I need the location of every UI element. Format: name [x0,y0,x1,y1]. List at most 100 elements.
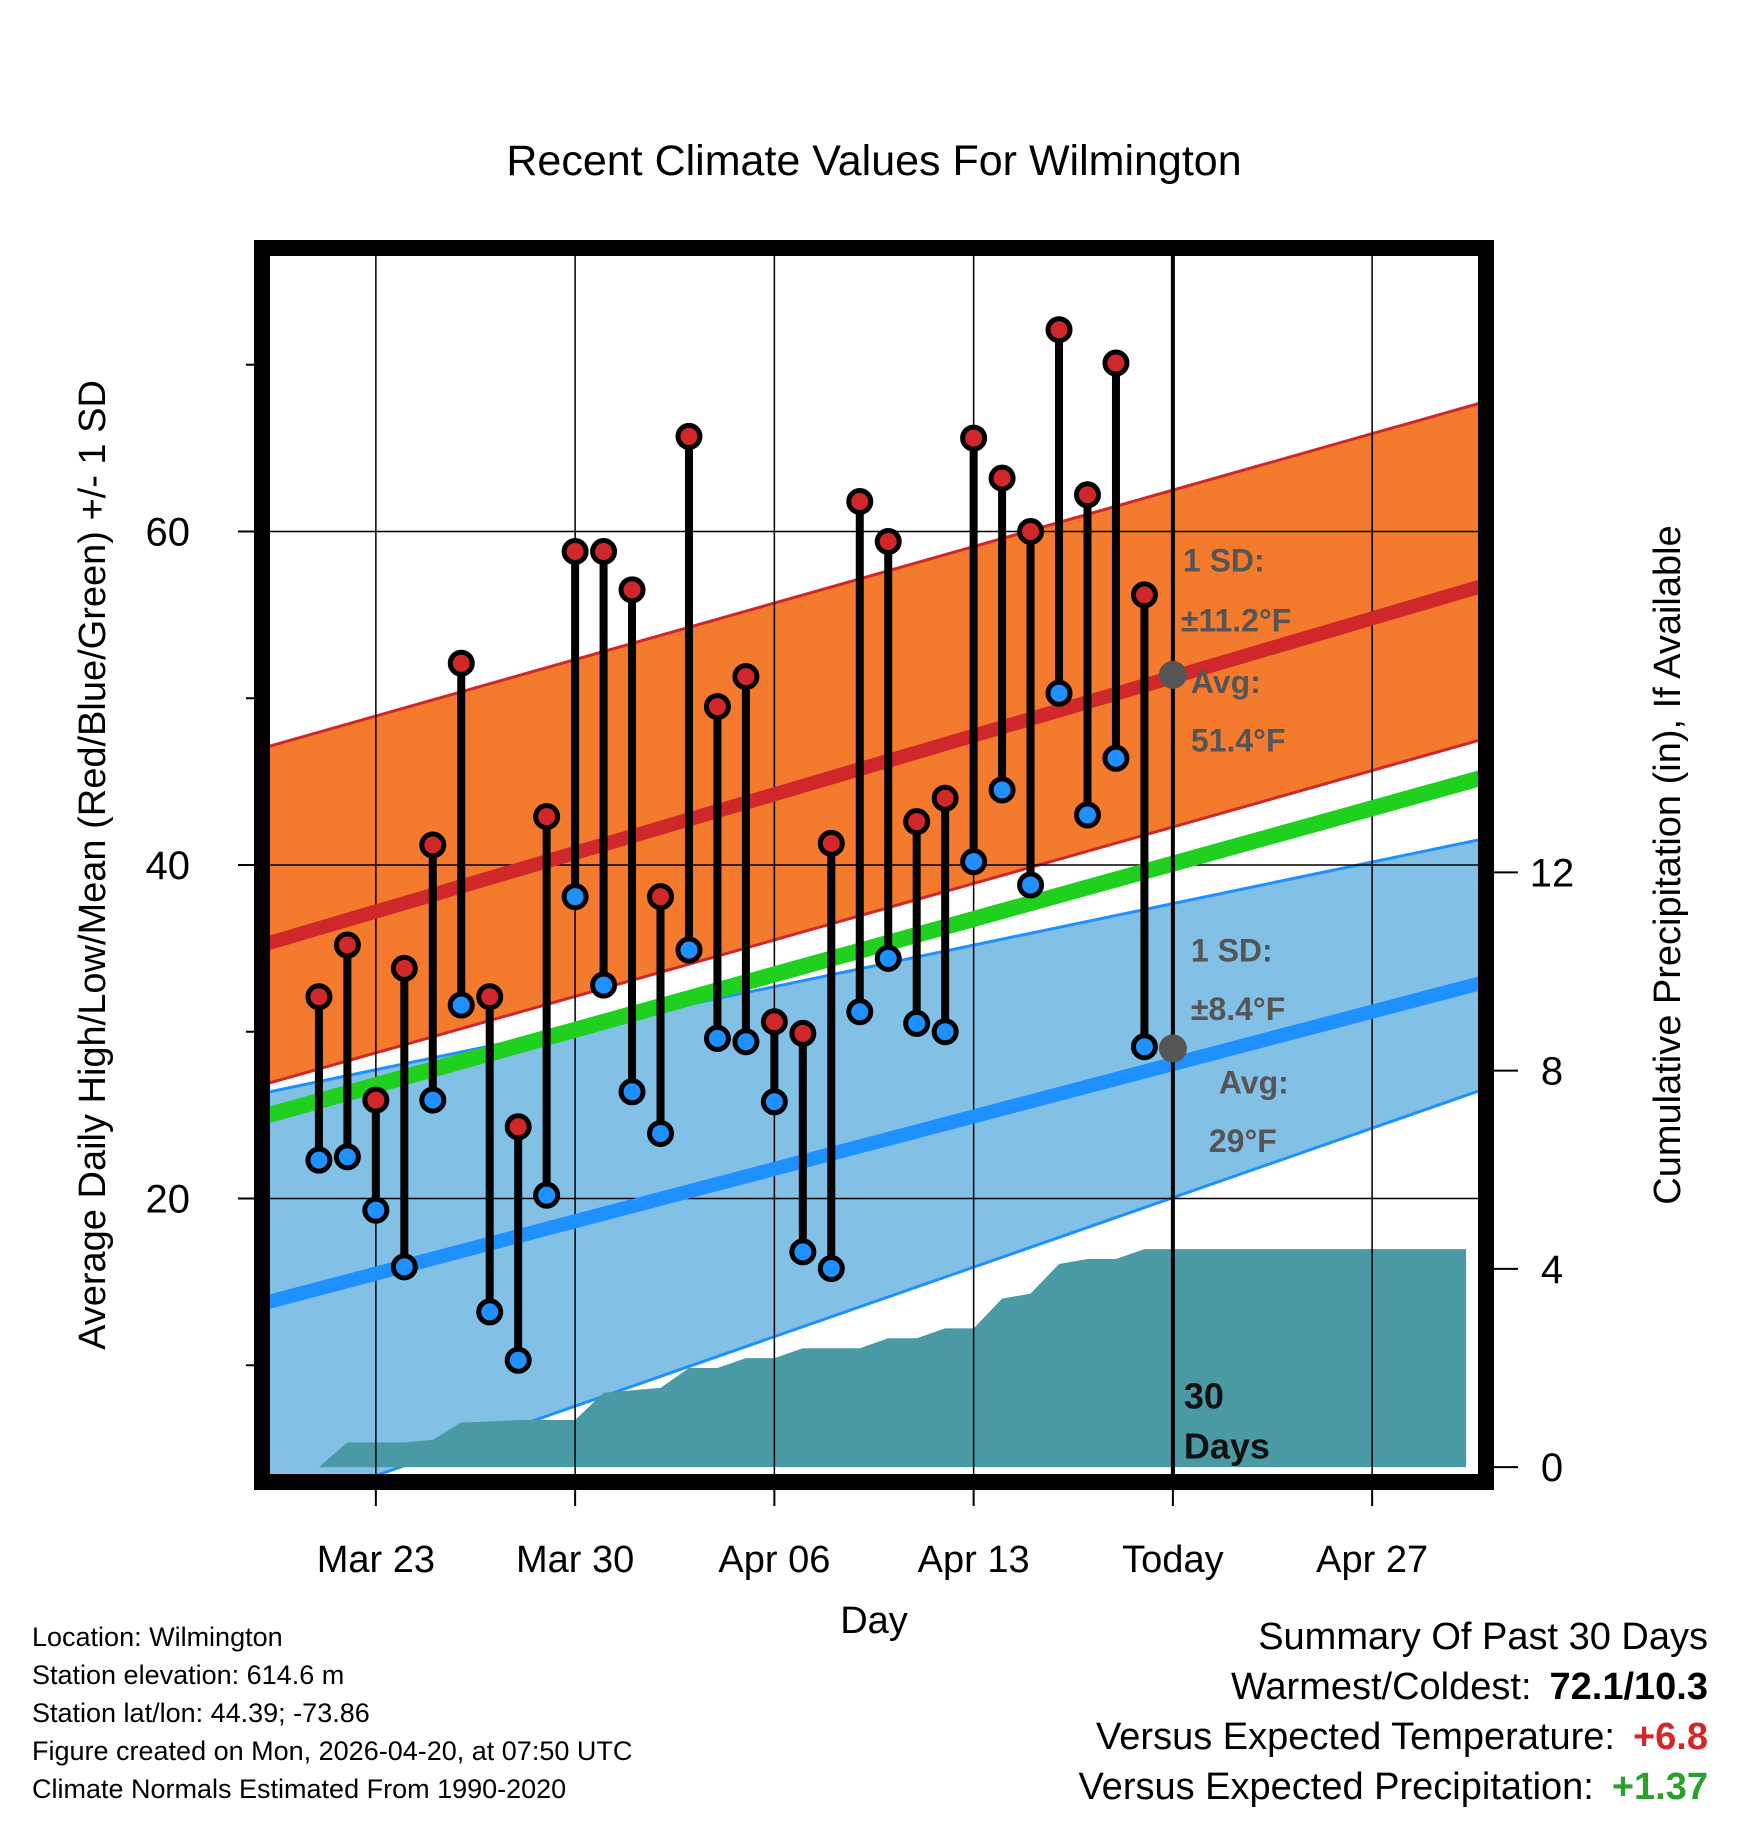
precipitation-anomaly-row: Versus Expected Precipitation: +1.37 [1078,1762,1708,1812]
low-point [561,883,589,911]
low-point [931,1018,959,1046]
low-sd-label: 1 SD: [1191,933,1273,969]
high-point [590,537,618,565]
x-tick-label: Apr 27 [1316,1539,1428,1581]
x-tick-label: Apr 13 [918,1539,1030,1581]
daily-range-stems [314,329,1149,1361]
high-point [561,537,589,565]
x-axis-label: Day [840,1600,908,1642]
precipitation-anomaly-label: Versus Expected Precipitation: [1078,1766,1594,1808]
low-point [333,1143,361,1171]
low-point [817,1255,845,1283]
high-point [476,983,504,1011]
high-point [703,693,731,721]
low-point [874,944,902,972]
high-point [931,784,959,812]
high-point [333,931,361,959]
high-point [817,829,845,857]
days-word-label: Days [1184,1426,1270,1467]
summary-panel: Summary Of Past 30 Days Warmest/Coldest:… [1078,1612,1708,1812]
y2-axis: 0 4 8 12 [1494,851,1574,1490]
high-band-upper-edge [262,399,1486,750]
temperature-anomaly-label: Versus Expected Temperature: [1096,1716,1615,1758]
y-tick-label: 20 [146,1178,191,1222]
high-point [675,422,703,450]
gridlines [262,248,1486,1482]
y2-axis-label: Cumulative Precipitation (in), If Availa… [1647,525,1689,1204]
low-point [305,1146,333,1174]
low-point [618,1078,646,1106]
low-point [362,1196,390,1224]
plot-frame [254,240,1494,1490]
y-tick-label: 40 [146,844,191,888]
daily-points [305,316,1158,1374]
low-point [447,991,475,1019]
low-point [533,1181,561,1209]
low-avg-marker [1158,1034,1187,1063]
high-point [504,1113,532,1141]
low-sd-band [262,838,1486,1482]
high-point [618,576,646,604]
temperature-anomaly-row: Versus Expected Temperature: +6.8 [1078,1712,1708,1762]
low-point [703,1024,731,1052]
low-point [1045,679,1073,707]
normal-high-line [262,578,1486,952]
high-avg-label: Avg: [1191,664,1261,700]
low-point [1130,1033,1158,1061]
y2-tick-label: 0 [1541,1446,1563,1490]
high-point [789,1019,817,1047]
high-sd-label: 1 SD: [1183,543,1265,579]
y-axis: 20 40 60 [146,363,254,1367]
high-point [846,487,874,515]
low-point [1073,801,1101,829]
y2-tick-label: 4 [1541,1248,1563,1292]
high-point [960,424,988,452]
created-text: Figure created on Mon, 2026-04-20, at 07… [32,1736,633,1766]
high-point [760,1008,788,1036]
low-point [789,1238,817,1266]
high-point [1073,481,1101,509]
y2-tick-label: 12 [1530,851,1575,895]
high-point [874,527,902,555]
high-point [533,803,561,831]
y-tick-label: 60 [146,510,191,554]
high-point [903,808,931,836]
high-avg-marker [1158,660,1187,689]
low-point [1102,744,1130,772]
warmest-coldest-value: 72.1/10.3 [1549,1666,1708,1708]
days-count-label: 30 [1184,1376,1224,1417]
high-point [1130,581,1158,609]
x-tick-label: Apr 06 [718,1539,830,1581]
low-point [504,1346,532,1374]
station-info: Location: Wilmington Station elevation: … [32,1618,632,1808]
high-point [732,663,760,691]
summary-title: Summary Of Past 30 Days [1258,1616,1708,1658]
high-point [362,1086,390,1114]
location-text: Location: Wilmington [32,1622,283,1652]
high-point [419,831,447,859]
elevation-text: Station elevation: 614.6 m [32,1660,345,1690]
normals-text: Climate Normals Estimated From 1990-2020 [32,1774,567,1804]
low-point [988,776,1016,804]
low-point [960,848,988,876]
y-axis-label: Average Daily High/Low/Mean (Red/Blue/Gr… [72,380,114,1350]
low-avg-label: Avg: [1219,1064,1289,1100]
low-sd-value: ±8.4°F [1191,991,1285,1027]
low-band-upper-edge [262,836,1486,1095]
high-point [447,649,475,677]
low-point [903,1009,931,1037]
high-sd-value: ±11.2°F [1181,603,1291,639]
cumulative-precipitation-area [304,1249,1467,1468]
low-point [476,1298,504,1326]
x-axis: Mar 23 Mar 30 Apr 06 Apr 13 Today Apr 27 [317,1490,1428,1581]
high-sd-band [262,401,1486,1086]
warmest-coldest-row: Warmest/Coldest: 72.1/10.3 [1078,1662,1708,1712]
high-point [305,983,333,1011]
low-point [732,1028,760,1056]
low-point [846,998,874,1026]
low-point [647,1119,675,1147]
high-band-lower-edge [262,736,1486,1087]
x-tick-label: Mar 23 [317,1539,435,1581]
precipitation-anomaly-value: +1.37 [1611,1766,1708,1808]
